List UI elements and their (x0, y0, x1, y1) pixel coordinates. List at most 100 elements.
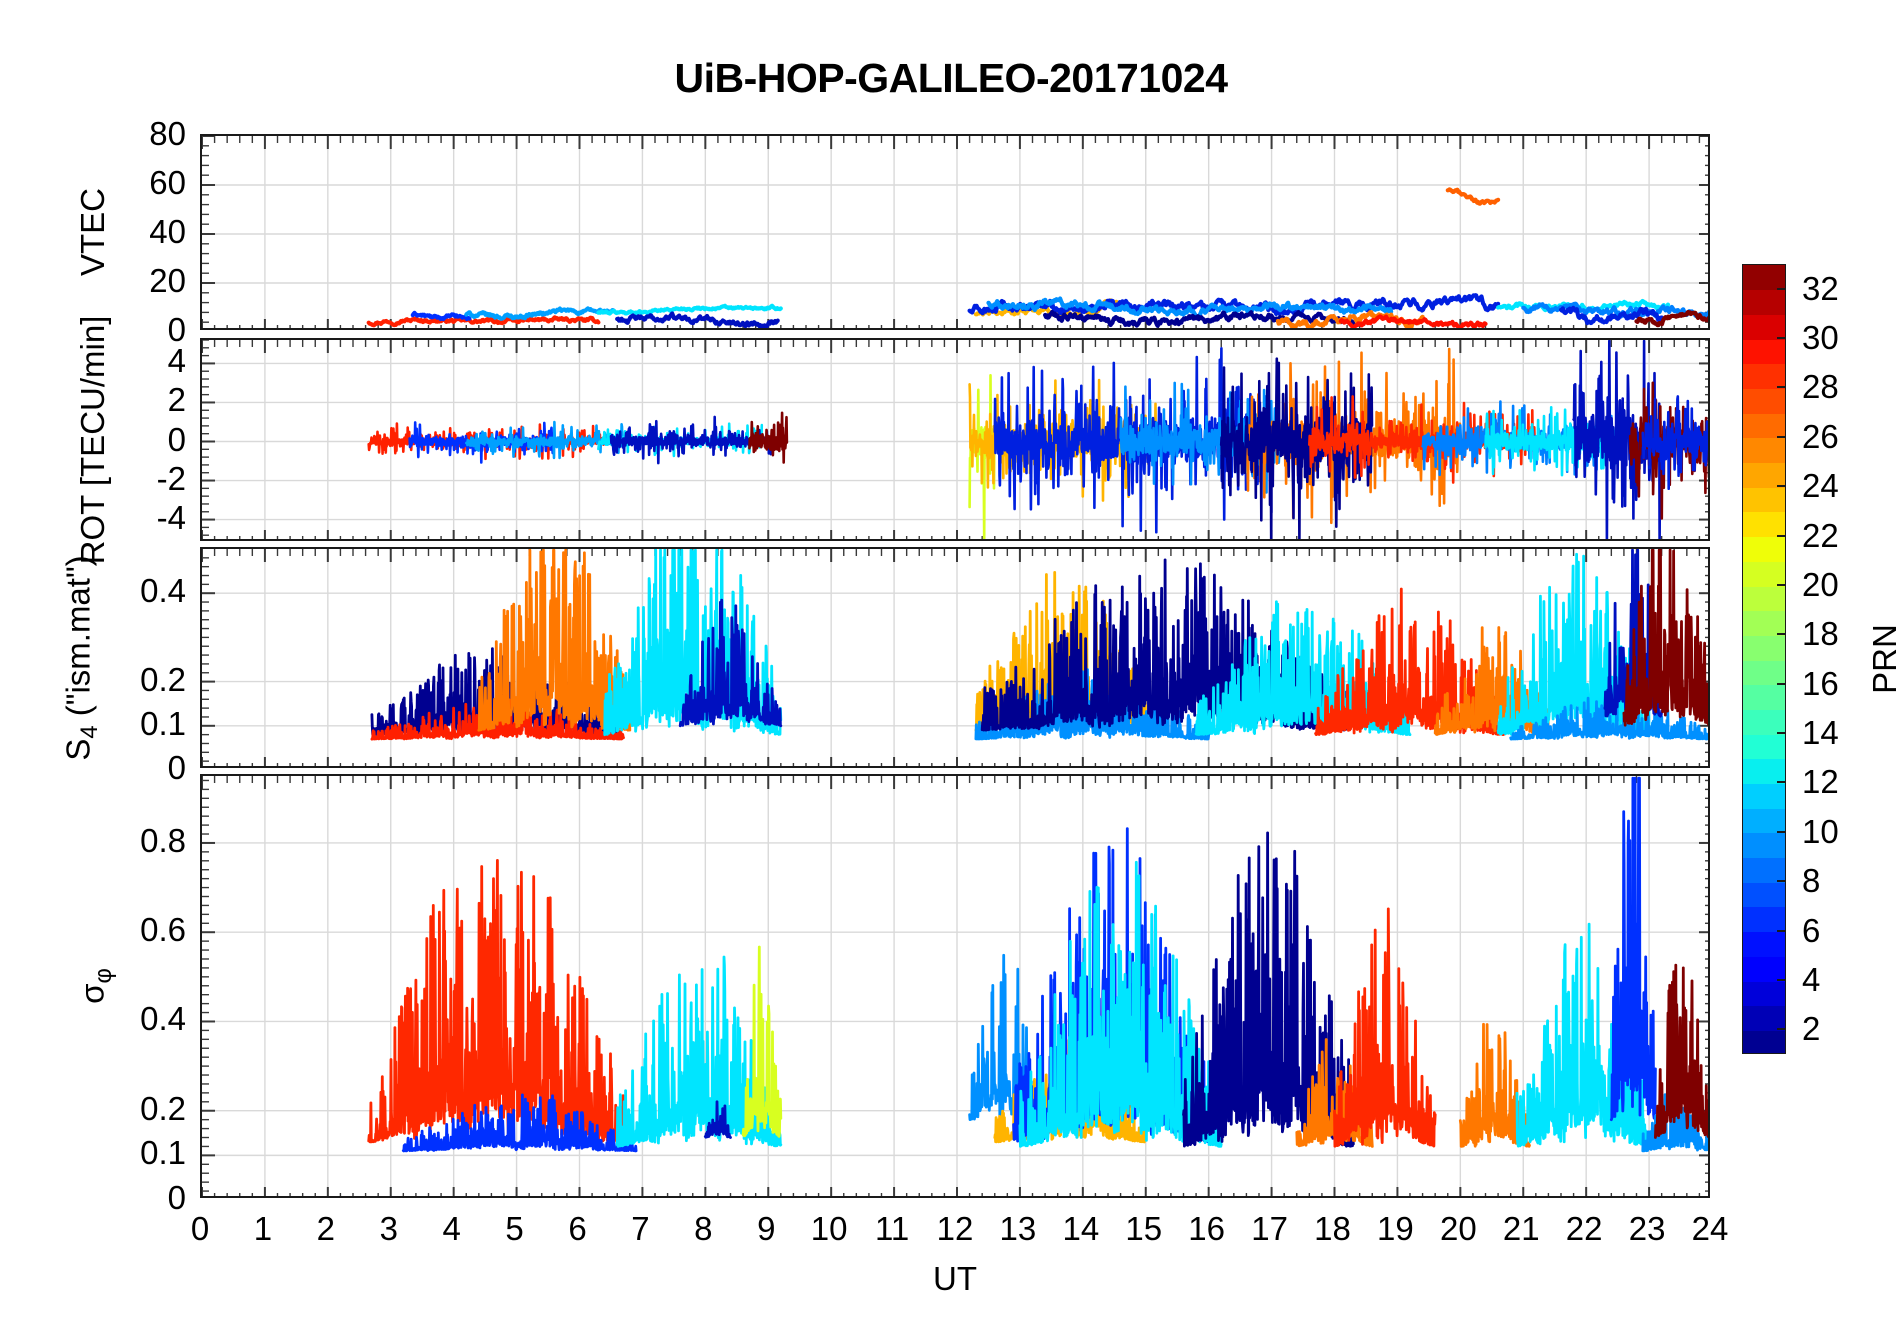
colorbar-tick-22: 22 (1802, 516, 1839, 554)
colorbar-band (1743, 462, 1785, 488)
data-trace-prn-3 (615, 311, 780, 328)
colorbar-band (1743, 437, 1785, 464)
x-tick-label-19: 19 (1377, 1210, 1414, 1247)
colorbar-band (1743, 339, 1785, 365)
y-tick-label-s4-2: 0.2 (140, 660, 186, 698)
colorbar-band (1743, 265, 1785, 291)
x-tick-label-14: 14 (1062, 1210, 1100, 1247)
colorbar-band (1743, 363, 1785, 390)
colorbar-tick-mark (1777, 929, 1786, 932)
x-tick-label-11: 11 (874, 1210, 910, 1247)
plot-panel-s4 (200, 547, 1710, 768)
colorbar-tick-30: 30 (1802, 319, 1839, 357)
data-trace-prn-4 (1641, 395, 1708, 490)
colorbar-band (1743, 906, 1785, 933)
y-axis-label-vtec: VTEC (74, 187, 111, 277)
y-tick-label-sigma_phi-3: 0.4 (140, 1000, 186, 1038)
y-tick-label-sigma_phi-0: 0 (167, 1179, 186, 1216)
x-tick-label-13: 13 (999, 1210, 1037, 1247)
colorbar-band (1743, 585, 1785, 612)
data-trace-prn-4 (967, 293, 1501, 317)
data-trace-prn-25 (1445, 187, 1501, 206)
data-trace-prn-12 (1515, 922, 1651, 1148)
plot-panel-sigma_phi (200, 774, 1710, 1198)
colorbar-band (1743, 388, 1785, 414)
x-tick-label-5: 5 (505, 1210, 524, 1247)
y-tick-label-sigma_phi-2: 0.2 (140, 1089, 186, 1127)
colorbar-band (1743, 758, 1785, 785)
colorbar-tick-mark (1777, 534, 1786, 537)
x-tick-label-8: 8 (694, 1210, 713, 1247)
colorbar-tick-mark (1777, 337, 1786, 340)
data-trace-prn-5 (410, 310, 472, 322)
colorbar-band (1743, 635, 1785, 661)
colorbar-tick-mark (1777, 682, 1786, 685)
data-series-group (367, 776, 1708, 1153)
colorbar-tick-mark (1777, 287, 1786, 290)
data-trace-prn-12 (596, 303, 783, 316)
colorbar-tick-10: 10 (1802, 812, 1839, 850)
y-axis-label-rot: ROT [TECU/min] (74, 315, 111, 564)
y-axis-label-s4: S4 ("ism.mat") (59, 554, 103, 761)
colorbar-band (1743, 857, 1785, 883)
y-tick-label-vtec-4: 80 (149, 115, 186, 152)
colorbar-band (1743, 709, 1785, 735)
data-trace-prn-27 (367, 859, 625, 1144)
colorbar-band (1743, 1005, 1785, 1031)
data-trace-prn-27 (370, 698, 625, 741)
data-series-group (370, 549, 1708, 741)
colorbar-band (1743, 808, 1785, 834)
x-tick-label-16: 16 (1188, 1210, 1226, 1247)
data-trace-prn-2 (1219, 357, 1374, 539)
data-trace-prn-9 (464, 306, 617, 321)
colorbar-band (1743, 980, 1785, 1007)
x-tick-label-9: 9 (757, 1210, 776, 1247)
x-tick-label-20: 20 (1439, 1210, 1477, 1247)
colorbar-tick-mark (1777, 978, 1786, 981)
data-trace-prn-3 (678, 598, 783, 728)
colorbar-gradient (1742, 264, 1786, 1054)
axis-ticks (202, 340, 1708, 539)
y-tick-label-rot-1: -2 (156, 459, 186, 497)
y-tick-label-vtec-2: 40 (149, 213, 186, 250)
colorbar-tick-26: 26 (1802, 417, 1839, 455)
data-trace-prn-12 (1496, 298, 1671, 314)
colorbar-tick-mark (1777, 732, 1786, 735)
x-tick-label-12: 12 (936, 1210, 974, 1247)
x-tick-label-7: 7 (631, 1210, 650, 1247)
data-trace-prn-2 (1043, 309, 1356, 328)
y-tick-label-vtec-3: 60 (149, 164, 186, 201)
x-tick-label-24: 24 (1691, 1210, 1729, 1247)
colorbar-band (1743, 931, 1785, 957)
x-axis-label: UT (933, 1260, 977, 1297)
data-series-group (367, 340, 1708, 539)
figure-title: UiB-HOP-GALILEO-20171024 (674, 55, 1228, 101)
colorbar-band (1743, 734, 1785, 760)
x-tick-label-15: 15 (1125, 1210, 1163, 1247)
colorbar-band (1743, 956, 1785, 982)
x-tick-label-3: 3 (379, 1210, 398, 1247)
y-tick-label-s4-3: 0.4 (140, 572, 186, 610)
data-trace-prn-3 (1572, 340, 1663, 539)
colorbar-band (1743, 536, 1785, 562)
colorbar-tick-14: 14 (1802, 714, 1839, 752)
colorbar-tick-mark (1777, 880, 1786, 883)
x-tick-label-23: 23 (1628, 1210, 1666, 1247)
colorbar-tick-32: 32 (1802, 269, 1839, 307)
colorbar-tick-24: 24 (1802, 467, 1839, 505)
x-tick-label-1: 1 (253, 1210, 273, 1247)
axis-ticks (202, 549, 1708, 766)
y-tick-label-rot-4: 4 (167, 342, 186, 380)
colorbar-band (1743, 413, 1785, 439)
colorbar-tick-mark (1777, 583, 1786, 586)
data-trace-prn-4 (1609, 776, 1657, 1122)
colorbar-band (1743, 1030, 1785, 1053)
colorbar-tick-mark (1777, 485, 1786, 488)
x-tick-label-0: 0 (190, 1210, 210, 1247)
y-tick-label-vtec-0: 0 (167, 311, 186, 348)
colorbar-band (1743, 511, 1785, 538)
y-tick-label-sigma_phi-1: 0.1 (140, 1134, 186, 1172)
data-trace-prn-32 (1634, 309, 1708, 328)
colorbar-band (1743, 684, 1785, 710)
y-tick-label-sigma_phi-4: 0.6 (140, 911, 186, 949)
